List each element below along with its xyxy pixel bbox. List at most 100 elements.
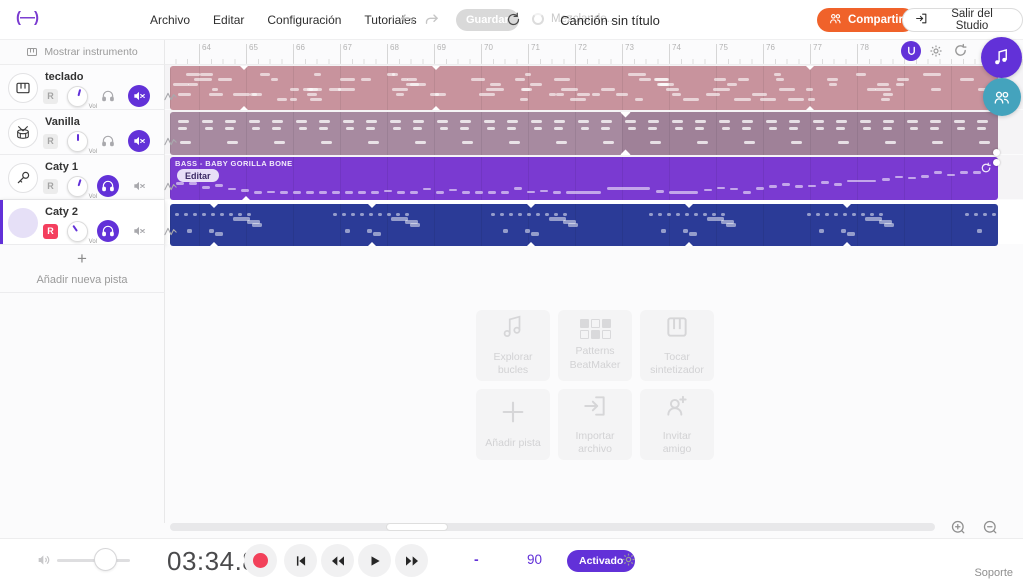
collaboration-panel-button[interactable] bbox=[983, 78, 1021, 116]
track-row-caty-1[interactable]: Caty 1 R Vol bbox=[0, 155, 177, 200]
save-button[interactable]: Guardar bbox=[456, 9, 519, 31]
record-arm-button[interactable]: R bbox=[43, 178, 58, 194]
timeline-ruler[interactable]: 64 65 66 67 68 69 70 71 72 73 74 75 76 77 78 bbox=[165, 40, 1023, 65]
automation-icon[interactable] bbox=[159, 85, 181, 107]
timeline-settings-icon[interactable] bbox=[929, 44, 943, 58]
automation-icon[interactable] bbox=[159, 175, 181, 197]
midi-note bbox=[695, 127, 704, 130]
mute-button[interactable] bbox=[128, 130, 150, 152]
redo-icon[interactable] bbox=[424, 12, 439, 27]
soundtrap-logo[interactable]: (—) bbox=[16, 9, 39, 26]
automation-icon[interactable] bbox=[159, 220, 181, 242]
mute-button[interactable] bbox=[128, 175, 150, 197]
record-arm-button[interactable]: R bbox=[43, 133, 58, 149]
beatmaker-card[interactable]: Patterns BeatMaker bbox=[558, 310, 632, 381]
sync-icon[interactable] bbox=[506, 12, 521, 27]
midi-note bbox=[367, 229, 372, 233]
fast-forward-button[interactable] bbox=[395, 544, 428, 577]
region-resize-handle[interactable] bbox=[993, 149, 1000, 156]
menu-item[interactable]: Editar bbox=[213, 13, 245, 27]
mute-button[interactable] bbox=[128, 85, 150, 107]
exit-label: Salir del Studio bbox=[951, 8, 993, 32]
drum-icon[interactable] bbox=[8, 118, 38, 148]
piano-icon[interactable] bbox=[8, 73, 38, 103]
midi-note bbox=[391, 73, 399, 76]
share-button[interactable]: Compartir bbox=[817, 8, 915, 32]
metronome-toggle[interactable]: Activado bbox=[567, 550, 636, 572]
zoom-in-icon[interactable] bbox=[950, 519, 967, 536]
menu-item[interactable]: Archivo bbox=[150, 13, 191, 27]
region-caty1[interactable]: BASS - BABY GORILLA BONE Editar bbox=[170, 157, 998, 200]
record-arm-button[interactable]: R bbox=[43, 88, 58, 104]
midi-note bbox=[569, 98, 586, 101]
avatar-icon[interactable] bbox=[8, 208, 38, 238]
record-arm-button[interactable]: R bbox=[43, 223, 58, 239]
undo-icon[interactable] bbox=[400, 12, 415, 27]
midi-note bbox=[525, 229, 530, 233]
metronome-settings-icon[interactable] bbox=[621, 552, 636, 567]
midi-note bbox=[756, 187, 765, 190]
zoom-out-icon[interactable] bbox=[982, 519, 999, 536]
add-card[interactable]: Añadir pista bbox=[476, 389, 550, 460]
microphone-icon[interactable] bbox=[8, 163, 38, 193]
add-new-track-button[interactable]: + Añadir nueva pista bbox=[0, 245, 165, 293]
midi-note bbox=[413, 127, 422, 130]
loops-card[interactable]: Explorar bucles bbox=[476, 310, 550, 381]
horizontal-scrollbar[interactable] bbox=[170, 523, 935, 531]
midi-note bbox=[406, 78, 417, 81]
midi-note bbox=[836, 127, 845, 130]
volume-knob[interactable]: Vol bbox=[67, 85, 97, 110]
region-loop-icon[interactable] bbox=[980, 161, 992, 179]
loop-toggle-icon[interactable] bbox=[953, 43, 968, 58]
region-split-marker bbox=[432, 106, 440, 110]
headphones-monitor-button[interactable] bbox=[97, 220, 119, 242]
support-link[interactable]: Soporte bbox=[974, 567, 1013, 579]
song-title[interactable]: Canción sin título bbox=[560, 13, 660, 28]
edit-region-button[interactable]: Editar bbox=[177, 169, 219, 182]
headphones-monitor-button[interactable] bbox=[97, 85, 119, 107]
snap-magnet-button[interactable] bbox=[901, 41, 921, 61]
master-volume-slider[interactable] bbox=[57, 559, 130, 562]
midi-note bbox=[361, 78, 371, 81]
midi-note bbox=[576, 93, 590, 96]
show-instrument-toggle[interactable]: Mostrar instrumento bbox=[0, 40, 165, 65]
automation-icon[interactable] bbox=[159, 130, 181, 152]
scrollbar-thumb[interactable] bbox=[386, 523, 448, 531]
volume-knob[interactable]: Vol bbox=[67, 220, 97, 245]
region-caty2[interactable] bbox=[170, 204, 998, 246]
mixing-label: Mezclando... bbox=[551, 13, 617, 25]
skip-to-start-button[interactable] bbox=[284, 544, 317, 577]
show-instrument-label: Mostrar instrumento bbox=[44, 46, 138, 58]
midi-note bbox=[718, 120, 730, 123]
volume-knob[interactable]: Vol bbox=[67, 130, 97, 155]
invite-card[interactable]: Invitar amigo bbox=[640, 389, 714, 460]
mute-button[interactable] bbox=[128, 220, 150, 242]
volume-slider-thumb[interactable] bbox=[94, 548, 117, 571]
region-vanilla[interactable] bbox=[170, 112, 998, 155]
volume-knob[interactable]: Vol bbox=[67, 175, 97, 200]
play-button[interactable] bbox=[358, 544, 391, 577]
music-panel-button[interactable] bbox=[981, 37, 1022, 78]
record-button[interactable] bbox=[244, 544, 277, 577]
exit-studio-button[interactable]: Salir del Studio bbox=[902, 8, 1023, 32]
midi-note bbox=[186, 73, 200, 76]
track-row-vanilla[interactable]: Vanilla R Vol bbox=[0, 110, 177, 155]
midi-note bbox=[475, 191, 483, 194]
synth-card[interactable]: Tocar sintetizador bbox=[640, 310, 714, 381]
midi-note bbox=[340, 78, 355, 81]
region-resize-handle[interactable] bbox=[993, 159, 1000, 166]
headphones-monitor-button[interactable] bbox=[97, 175, 119, 197]
menu-item[interactable]: Configuración bbox=[267, 13, 342, 27]
track-row-caty-2[interactable]: Caty 2 R Vol bbox=[0, 200, 177, 245]
tempo-value[interactable]: 90 bbox=[527, 552, 543, 567]
track-row-teclado[interactable]: teclado R Vol bbox=[0, 65, 177, 110]
midi-note bbox=[554, 127, 563, 130]
ruler-bar-number: 75 bbox=[716, 43, 728, 63]
master-volume-icon[interactable] bbox=[36, 552, 52, 573]
region-teclado[interactable] bbox=[170, 66, 998, 110]
import-card[interactable]: Importar archivo bbox=[558, 389, 632, 460]
time-signature-value[interactable]: - bbox=[474, 551, 479, 567]
rewind-button[interactable] bbox=[321, 544, 354, 577]
track-name: Vanilla bbox=[45, 116, 80, 128]
headphones-monitor-button[interactable] bbox=[97, 130, 119, 152]
